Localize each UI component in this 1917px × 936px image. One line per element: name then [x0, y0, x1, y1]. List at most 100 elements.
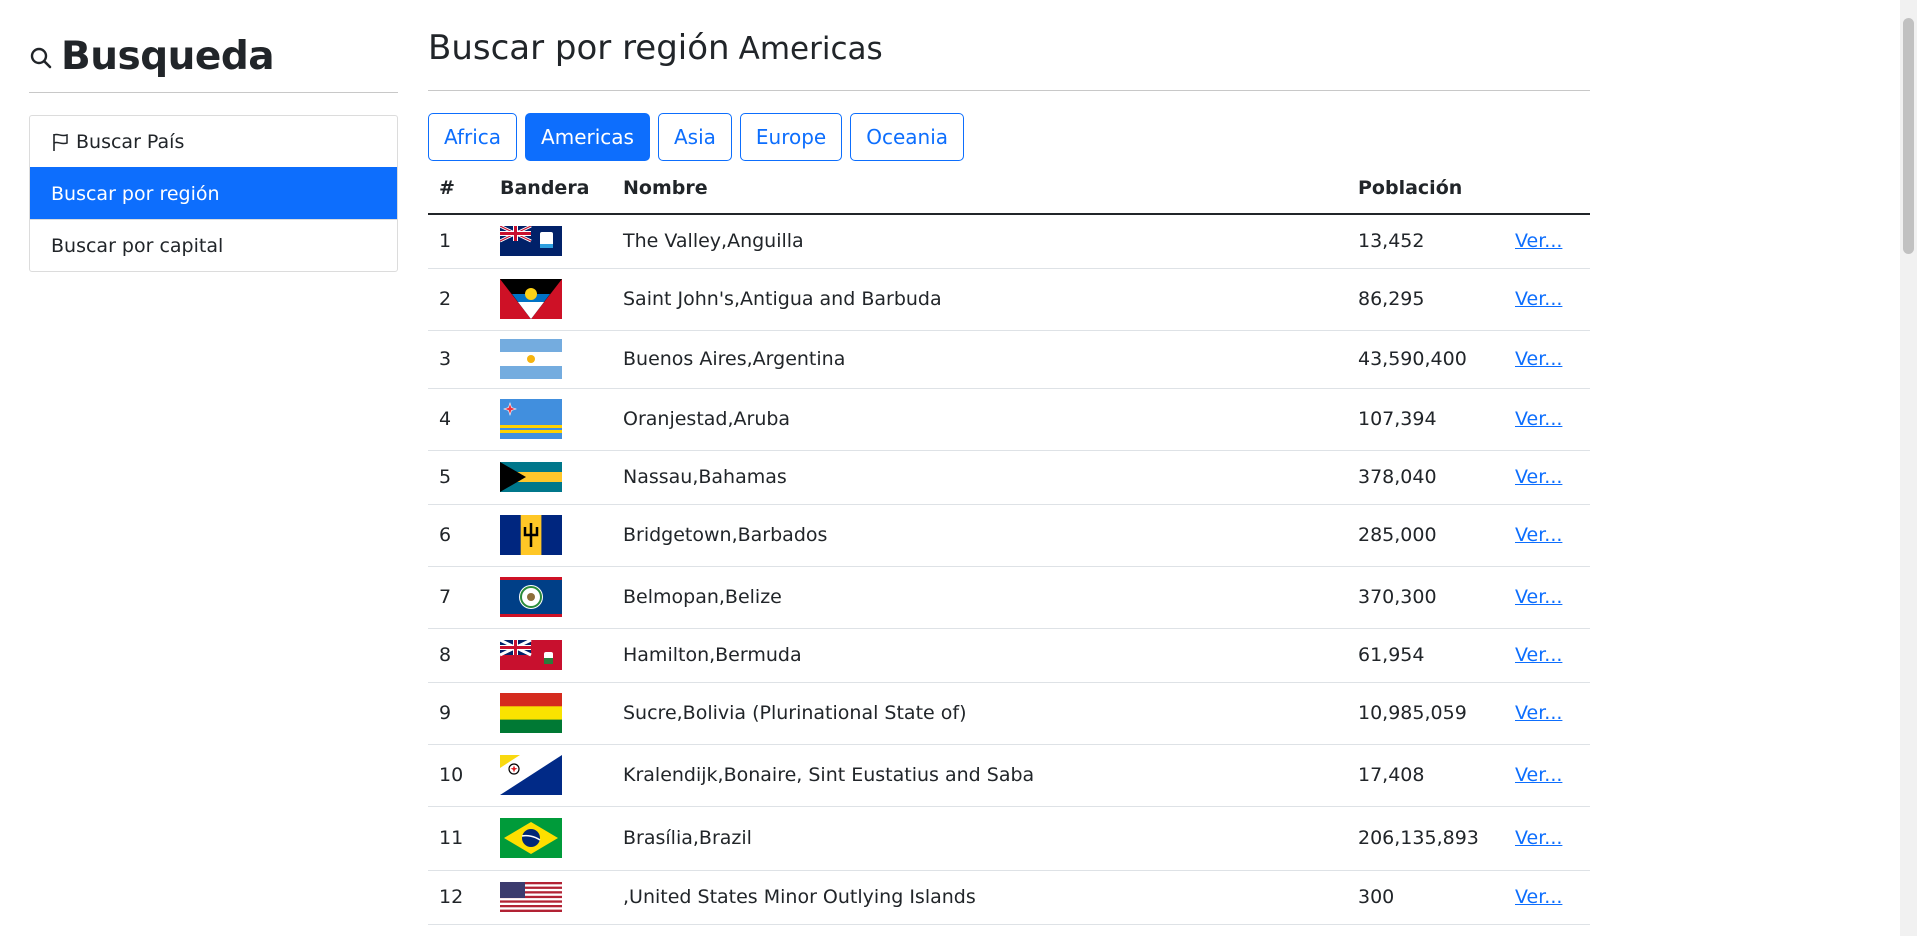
row-flag [489, 214, 612, 269]
sidebar-item-buscar-por-region[interactable]: Buscar por región [30, 167, 397, 219]
row-number: 1 [428, 214, 489, 269]
row-action: Ver... [1504, 744, 1590, 807]
region-button-europe[interactable]: Europe [739, 113, 843, 161]
sidebar-header: Busqueda [29, 30, 398, 93]
row-flag [489, 388, 612, 451]
view-details-link[interactable]: Ver... [1515, 466, 1563, 488]
row-flag [489, 504, 612, 567]
row-number: 7 [428, 566, 489, 629]
row-country-name: Saint John's,Antigua and Barbuda [612, 268, 1347, 331]
page-scrollbar[interactable] [1900, 0, 1917, 936]
sidebar-menu: Buscar País Buscar por región Buscar por… [29, 115, 398, 272]
flag-icon [53, 133, 68, 151]
row-country-name: ,United States Minor Outlying Islands [612, 870, 1347, 925]
table-row: 12 ,United States Minor Outlying Islands 3… [428, 870, 1590, 925]
row-action: Ver... [1504, 806, 1590, 871]
row-country-name: Belmopan,Belize [612, 566, 1347, 629]
barbados-flag-icon [500, 515, 612, 555]
row-action: Ver... [1504, 628, 1590, 683]
row-country-name: Kralendijk,Bonaire, Sint Eustatius and S… [612, 744, 1347, 807]
brazil-flag-icon [500, 818, 612, 858]
region-button-oceania[interactable]: Oceania [850, 113, 965, 161]
column-header-number: # [428, 163, 489, 215]
row-population: 10,985,059 [1347, 682, 1504, 745]
view-details-link[interactable]: Ver... [1515, 524, 1563, 546]
sidebar-item-label: Buscar País [76, 130, 185, 153]
row-number: 3 [428, 330, 489, 389]
table-row: 2 Saint John's,Antigua and Barbuda 86,295 V… [428, 268, 1590, 331]
bermuda-flag-icon [500, 640, 612, 670]
column-header-flag: Bandera [489, 163, 612, 215]
region-button-americas[interactable]: Americas [525, 113, 650, 161]
row-action: Ver... [1504, 214, 1590, 269]
sidebar-title: Busqueda [61, 33, 275, 79]
row-action: Ver... [1504, 450, 1590, 505]
table-row: 7 Belmopan,Belize 370,300 Ver... [428, 566, 1590, 629]
scrollbar-thumb[interactable] [1903, 18, 1914, 254]
view-details-link[interactable]: Ver... [1515, 644, 1563, 666]
column-header-population: Población [1347, 163, 1504, 215]
row-number: 4 [428, 388, 489, 451]
view-details-link[interactable]: Ver... [1515, 764, 1563, 786]
row-action: Ver... [1504, 870, 1590, 925]
table-row: 4 Oranjestad,Aruba 107,394 Ver... [428, 388, 1590, 451]
row-number: 12 [428, 870, 489, 925]
table-row: 11 Brasília,Brazil 206,135,893 Ver... [428, 806, 1590, 871]
countries-table: # Bandera Nombre Población 1 The Valley,A… [428, 163, 1590, 925]
row-population: 86,295 [1347, 268, 1504, 331]
antigua-flag-icon [500, 279, 612, 319]
belize-flag-icon [500, 577, 612, 617]
row-country-name: Sucre,Bolivia (Plurinational State of) [612, 682, 1347, 745]
view-details-link[interactable]: Ver... [1515, 288, 1563, 310]
row-country-name: The Valley,Anguilla [612, 214, 1347, 269]
row-flag [489, 450, 612, 505]
view-details-link[interactable]: Ver... [1515, 702, 1563, 724]
row-flag [489, 330, 612, 389]
row-population: 378,040 [1347, 450, 1504, 505]
sidebar-item-buscar-por-capital[interactable]: Buscar por capital [30, 219, 397, 271]
row-population: 370,300 [1347, 566, 1504, 629]
view-details-link[interactable]: Ver... [1515, 827, 1563, 849]
row-population: 206,135,893 [1347, 806, 1504, 871]
table-row: 3 Buenos Aires,Argentina 43,590,400 Ver... [428, 330, 1590, 389]
view-details-link[interactable]: Ver... [1515, 886, 1563, 908]
sidebar-item-buscar-pais[interactable]: Buscar País [30, 116, 397, 167]
region-button-africa[interactable]: Africa [428, 113, 518, 161]
view-details-link[interactable]: Ver... [1515, 230, 1563, 253]
row-population: 61,954 [1347, 628, 1504, 683]
region-buttons: Africa Americas Asia Europe Oceania [428, 113, 1590, 161]
sidebar-item-label: Buscar por capital [51, 234, 224, 257]
row-flag [489, 870, 612, 925]
row-number: 10 [428, 744, 489, 807]
row-country-name: Hamilton,Bermuda [612, 628, 1347, 683]
bonaire-flag-icon [500, 755, 612, 795]
row-number: 9 [428, 682, 489, 745]
view-details-link[interactable]: Ver... [1515, 586, 1563, 608]
row-number: 8 [428, 628, 489, 683]
view-details-link[interactable]: Ver... [1515, 408, 1563, 430]
row-number: 11 [428, 806, 489, 871]
column-header-name: Nombre [612, 163, 1347, 215]
row-population: 285,000 [1347, 504, 1504, 567]
row-country-name: Buenos Aires,Argentina [612, 330, 1347, 389]
row-flag [489, 806, 612, 871]
row-population: 107,394 [1347, 388, 1504, 451]
us-flag-icon [500, 882, 612, 912]
row-population: 13,452 [1347, 214, 1504, 269]
row-number: 6 [428, 504, 489, 567]
row-population: 300 [1347, 870, 1504, 925]
page-header: Buscar por región Americas [428, 28, 1590, 91]
row-country-name: Brasília,Brazil [612, 806, 1347, 871]
row-flag [489, 682, 612, 745]
page-title: Buscar por región [428, 28, 730, 68]
selected-region-title: Americas [738, 31, 883, 67]
row-action: Ver... [1504, 388, 1590, 451]
sidebar: Busqueda Buscar País Buscar por región B… [29, 30, 398, 272]
row-flag [489, 744, 612, 807]
row-action: Ver... [1504, 330, 1590, 389]
view-details-link[interactable]: Ver... [1515, 348, 1563, 370]
region-button-asia[interactable]: Asia [657, 113, 732, 161]
row-country-name: Bridgetown,Barbados [612, 504, 1347, 567]
row-flag [489, 628, 612, 683]
row-flag [489, 268, 612, 331]
